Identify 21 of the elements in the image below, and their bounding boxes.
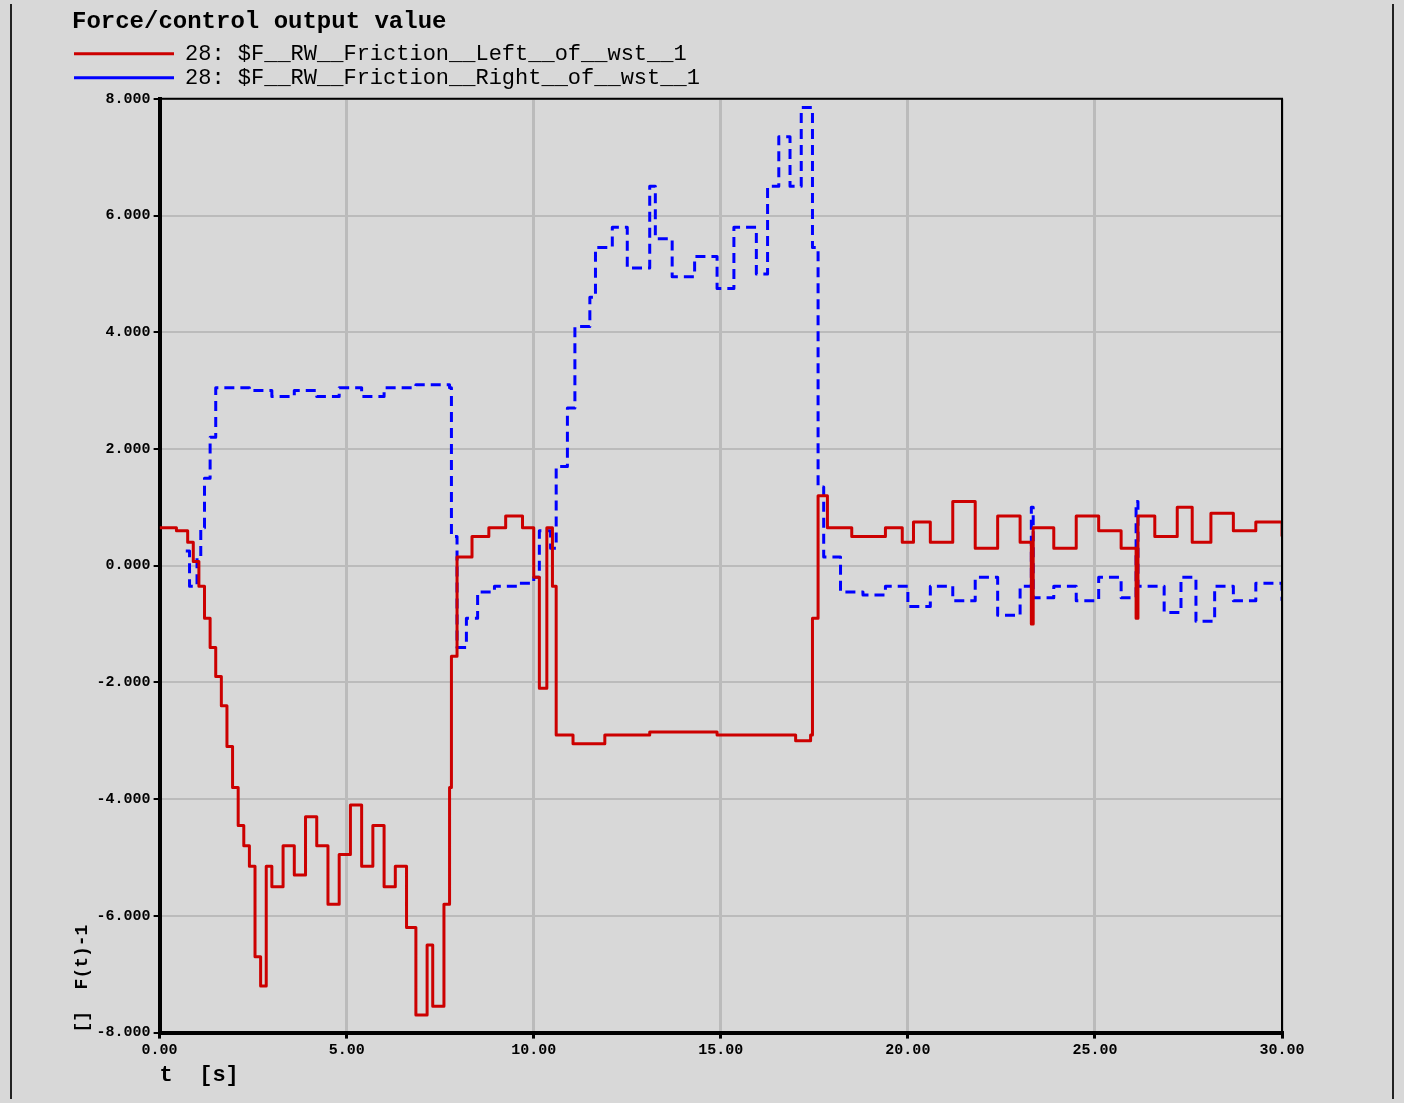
x-axis-title: t [s] xyxy=(159,1063,239,1089)
x-tick-label: 0.00 xyxy=(141,1042,178,1060)
y-tick-label: 8.000 xyxy=(105,90,151,108)
legend-label: 28: $F__RW__Friction__Left__of__wst__1 xyxy=(185,41,687,67)
y-tick-label: -6.000 xyxy=(96,907,151,925)
x-tick-label: 30.00 xyxy=(1259,1042,1305,1060)
y-tick-label: 2.000 xyxy=(105,440,151,458)
x-tick-label: 25.00 xyxy=(1072,1042,1118,1060)
y-tick-label: -4.000 xyxy=(96,790,151,808)
x-tick-label: 15.00 xyxy=(698,1042,744,1060)
y-tick-label: 4.000 xyxy=(105,324,151,342)
x-tick-label: 20.00 xyxy=(885,1042,931,1060)
y-tick-label: 0.000 xyxy=(105,557,151,575)
chart-title: Force/control output value xyxy=(72,8,447,36)
y-tick-label: 6.000 xyxy=(105,207,151,225)
x-tick-label: 5.00 xyxy=(328,1042,365,1060)
x-tick-label: 10.00 xyxy=(511,1042,557,1060)
y-tick-label: -8.000 xyxy=(96,1024,151,1042)
y-axis-title: [] F(t)-1 xyxy=(72,924,93,1033)
legend-label: 28: $F__RW__Friction__Right__of__wst__1 xyxy=(185,65,700,91)
y-tick-label: -2.000 xyxy=(96,674,151,692)
